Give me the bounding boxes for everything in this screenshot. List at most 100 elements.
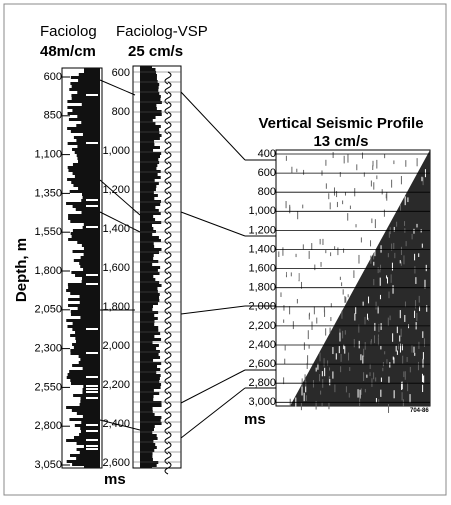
seismic-noise (312, 311, 313, 318)
seismic-noise (289, 306, 290, 314)
log-wiggle (152, 305, 153, 308)
log-wiggle (73, 250, 84, 253)
seismic-noise (360, 354, 361, 360)
seismic-noise (337, 247, 338, 255)
seismic-noise (286, 220, 287, 226)
log-wiggle (152, 260, 158, 263)
log-streak (86, 352, 98, 354)
seismic-noise (381, 323, 382, 330)
log-wiggle (70, 220, 84, 223)
log-wiggle (152, 257, 153, 260)
seismic-noise (321, 331, 322, 336)
seismic-noise (389, 292, 390, 299)
seismic-noise (358, 192, 359, 199)
log-wiggle (72, 463, 84, 466)
time-label: 1,000 (102, 145, 130, 157)
log-wiggle (152, 281, 159, 284)
time-label: 800 (112, 106, 130, 118)
faciolog-vsp-title: Faciolog-VSP (116, 23, 208, 40)
log-wiggle (75, 337, 84, 340)
seismic-noise (407, 197, 408, 202)
time-label: 2,200 (102, 379, 130, 391)
seismic-noise (348, 294, 349, 297)
depth-label: 3,050 (34, 459, 62, 471)
log-wiggle (79, 361, 84, 364)
seismic-noise (422, 385, 423, 392)
log-wiggle (152, 449, 154, 452)
seismic-noise (353, 179, 354, 185)
seismic-noise (371, 218, 372, 223)
log-wiggle (152, 158, 158, 161)
seismic-noise (350, 206, 351, 209)
seismic-noise (416, 313, 417, 321)
seismic-noise (401, 247, 402, 255)
seismic-noise (348, 353, 349, 361)
log-wiggle (75, 274, 84, 277)
depth-label: 2,800 (34, 420, 62, 432)
log-wiggle (152, 446, 157, 449)
seismic-noise (320, 391, 321, 395)
seismic-noise (408, 324, 409, 328)
seismic-noise (358, 255, 359, 264)
seismic-noise (344, 156, 345, 164)
seismic-noise (306, 395, 307, 401)
seismic-noise (301, 403, 302, 410)
seismic-noise (282, 247, 283, 255)
seismic-noise (373, 372, 374, 379)
seismic-noise (332, 371, 333, 378)
log-wiggle (152, 212, 161, 215)
seismic-noise (302, 365, 303, 372)
seismic-noise (337, 167, 338, 175)
log-streak (86, 142, 98, 144)
log-wiggle (152, 74, 157, 77)
log-wiggle (152, 284, 162, 287)
log-wiggle (152, 299, 159, 302)
log-wiggle (77, 442, 84, 445)
seismic-noise (322, 403, 323, 406)
seismic-noise (345, 297, 346, 302)
seismic-noise (359, 398, 360, 406)
seismic-noise (388, 377, 389, 383)
log-wiggle (68, 373, 84, 376)
seismic-noise (400, 204, 401, 210)
log-wiggle (66, 406, 84, 409)
seismic-noise (353, 270, 354, 278)
log-wiggle (66, 289, 84, 292)
seismic-noise (410, 394, 411, 403)
seismic-noise (365, 317, 366, 325)
seismic-noise (283, 370, 284, 373)
seismic-noise (305, 374, 306, 381)
log-streak (86, 388, 98, 390)
log-wiggle (70, 190, 84, 193)
seismic-noise (334, 246, 335, 249)
seismic-noise (421, 177, 422, 181)
seismic-noise (306, 337, 307, 343)
log-wiggle (80, 400, 84, 403)
seismic-noise (386, 221, 387, 224)
depth-label: 2,050 (34, 304, 62, 316)
seismic-noise (311, 243, 312, 250)
log-wiggle (70, 379, 84, 382)
log-wiggle (71, 130, 84, 133)
log-wiggle (78, 187, 84, 190)
seismic-noise (324, 358, 325, 366)
seismic-noise (405, 196, 406, 205)
seismic-noise (403, 255, 404, 264)
seismic-noise (286, 201, 287, 208)
log-wiggle (152, 383, 161, 386)
log-wiggle (79, 355, 84, 358)
log-wiggle (66, 202, 84, 205)
log-wiggle (80, 403, 84, 406)
seismic-noise (393, 285, 394, 294)
seismic-noise (371, 181, 372, 187)
seismic-noise (330, 252, 331, 256)
log-wiggle (152, 428, 154, 431)
log-wiggle (152, 245, 154, 248)
seismic-noise (322, 239, 323, 245)
seismic-noise (396, 202, 397, 206)
log-wiggle (152, 242, 154, 245)
seismic-noise (290, 355, 291, 362)
log-wiggle (77, 115, 84, 118)
seismic-noise (323, 271, 324, 276)
